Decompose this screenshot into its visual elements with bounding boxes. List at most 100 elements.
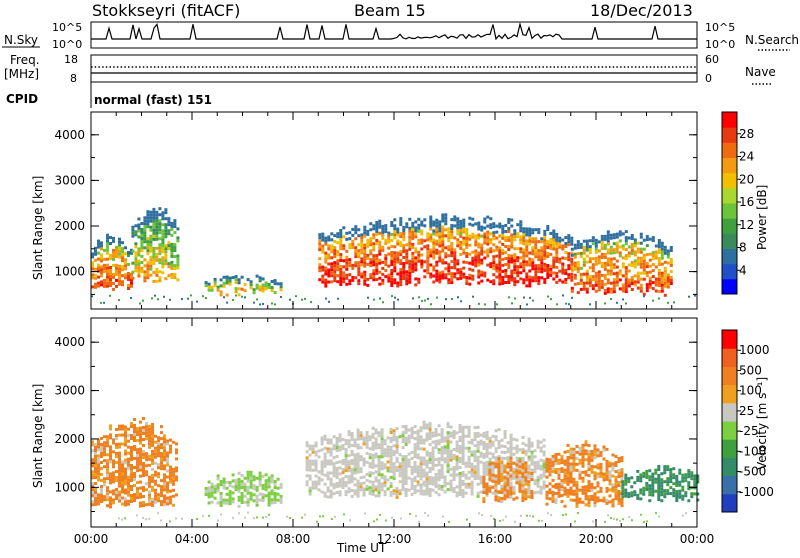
echo-cell (329, 462, 333, 466)
echo-cell (510, 269, 514, 273)
echo-cell (395, 439, 399, 442)
echo-cell (273, 483, 277, 486)
echo-cell (657, 257, 661, 260)
echo-cell (441, 273, 445, 277)
echo-cell (482, 497, 486, 500)
echo-cell (362, 475, 366, 479)
echo-cell (429, 239, 433, 243)
echo-cell (106, 492, 109, 496)
echo-cell (97, 460, 100, 464)
echo-cell (437, 463, 441, 467)
echo-cell (383, 454, 387, 458)
echo-cell (115, 266, 118, 270)
echo-cell (115, 251, 118, 255)
colorbar-segment (722, 142, 737, 158)
echo-cell (404, 470, 408, 473)
echo-cell (672, 482, 676, 486)
echo-cell (363, 258, 367, 262)
echo-cell (408, 232, 412, 236)
echo-cell (380, 455, 384, 459)
echo-cell (431, 440, 435, 444)
echo-cell (564, 242, 568, 245)
echo-cell (581, 446, 585, 450)
echo-cell (455, 431, 459, 435)
echo-cell (435, 263, 439, 267)
echo-cell (160, 488, 163, 492)
echo-cell (124, 434, 127, 438)
echo-cell (166, 442, 169, 446)
echo-cell (596, 448, 600, 452)
echo-cell (246, 485, 250, 489)
echo-cell (389, 445, 393, 449)
echo-cell (588, 248, 592, 252)
echo-cell (338, 484, 342, 488)
echo-cell (425, 432, 429, 436)
echo-cell (459, 234, 463, 238)
echo-cell (161, 250, 165, 254)
echo-cell (130, 458, 133, 461)
echo-cell (546, 225, 550, 228)
echo-cell (378, 270, 382, 274)
echo-cell (521, 486, 525, 490)
echo-cell (103, 269, 106, 273)
echo-cell (428, 479, 432, 482)
echo-cell (611, 504, 615, 508)
echo-cell (378, 276, 382, 280)
echo-cell (515, 463, 519, 467)
echo-cell (308, 468, 312, 472)
echo-cell (455, 458, 459, 462)
echo-cell (152, 237, 156, 241)
echo-cell (578, 446, 582, 450)
echo-cell (399, 235, 403, 239)
echo-cell (450, 227, 454, 231)
echo-cell (169, 474, 172, 478)
echo-cell (419, 492, 423, 496)
echo-cell (666, 492, 670, 496)
echo-cell (599, 450, 603, 454)
ground-scatter-cell (481, 514, 483, 517)
station-title: Stokkseyri (fitACF) (92, 1, 240, 20)
echo-cell (152, 207, 156, 211)
echo-cell (276, 486, 280, 490)
echo-cell (572, 459, 576, 463)
echo-cell (429, 233, 433, 237)
echo-cell (461, 456, 465, 459)
echo-cell (474, 261, 478, 265)
echo-cell (477, 269, 481, 273)
echo-cell (429, 215, 433, 219)
echo-cell (97, 251, 100, 255)
echo-cell (654, 265, 658, 269)
echo-cell (648, 270, 652, 274)
echo-cell (404, 461, 408, 464)
echo-cell (651, 254, 655, 258)
echo-cell (642, 253, 646, 257)
echo-cell (464, 464, 468, 468)
ground-scatter-cell (238, 512, 240, 515)
echo-cell (91, 252, 94, 256)
echo-cell (557, 494, 561, 498)
echo-cell (453, 248, 457, 252)
echo-cell (624, 284, 628, 288)
echo-cell (528, 263, 532, 267)
echo-cell (118, 267, 121, 271)
echo-cell (175, 478, 178, 482)
echo-cell (121, 280, 124, 284)
echo-cell (461, 489, 465, 492)
echo-cell (255, 488, 259, 492)
echo-cell (587, 456, 591, 460)
echo-cell (395, 442, 399, 445)
ground-scatter-cell (235, 294, 237, 297)
echo-cell (112, 441, 115, 445)
echo-cell (440, 485, 444, 489)
echo-cell (503, 433, 507, 436)
echo-cell (261, 289, 265, 293)
echo-cell (422, 447, 426, 451)
echo-cell (347, 487, 351, 491)
echo-cell (148, 493, 151, 497)
echo-cell (501, 278, 505, 282)
echo-cell (537, 264, 541, 268)
echo-cell (594, 256, 598, 260)
echo-cell (621, 289, 625, 293)
echo-cell (176, 254, 180, 258)
